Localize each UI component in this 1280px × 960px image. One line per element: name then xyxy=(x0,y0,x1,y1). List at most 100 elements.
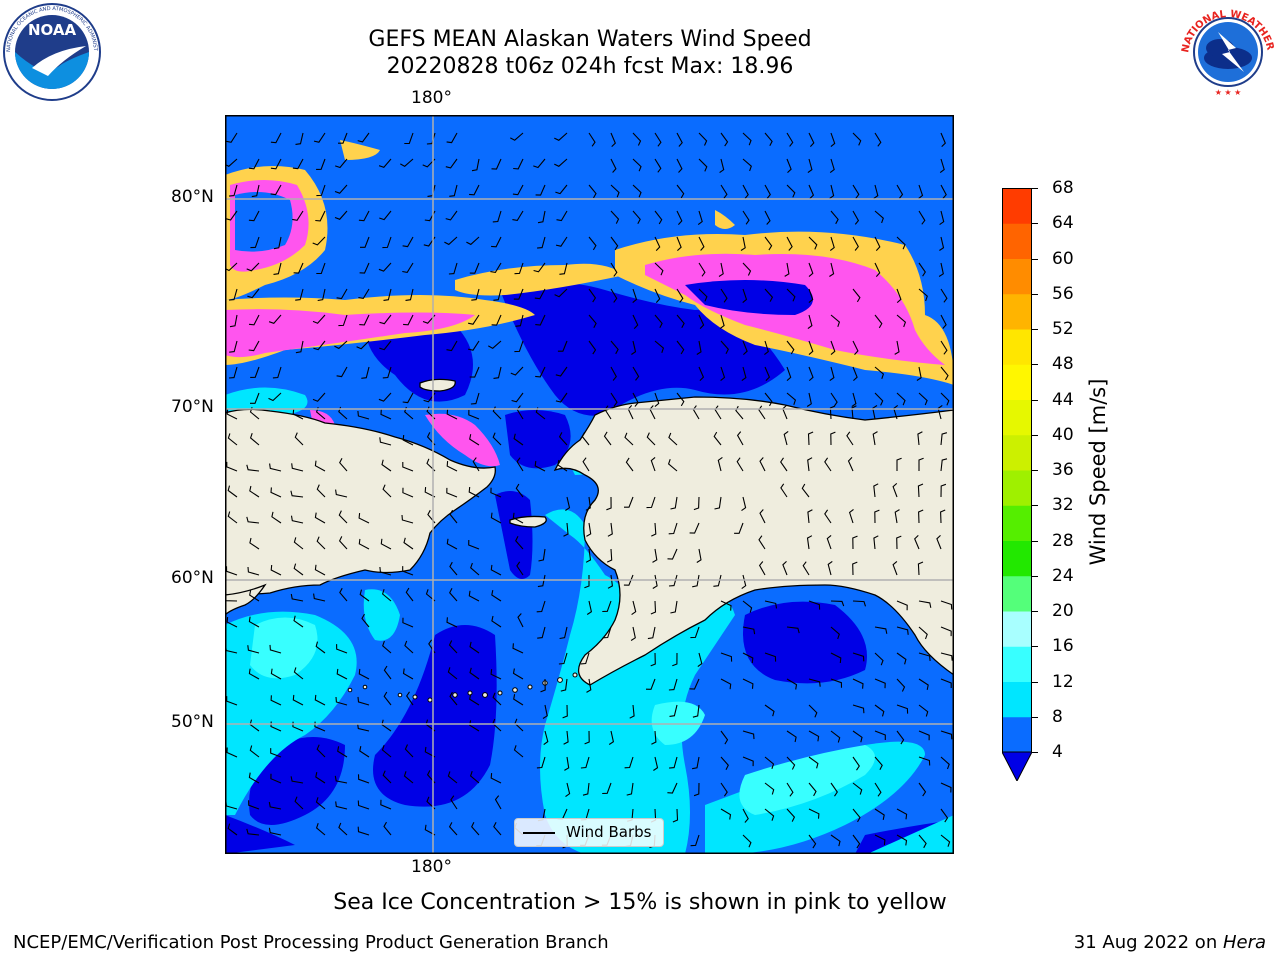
wind-barb xyxy=(402,392,414,404)
wind-barb xyxy=(852,834,861,849)
colorbar-frame xyxy=(1002,188,1032,753)
wind-barb xyxy=(719,158,725,174)
wind-barb xyxy=(543,730,549,746)
wind-barb xyxy=(226,617,238,628)
wind-barb xyxy=(563,522,569,537)
wind-barb xyxy=(808,730,820,742)
wind-barb xyxy=(588,184,597,199)
wind-barb xyxy=(764,132,773,147)
wind-barb xyxy=(826,534,832,550)
wind-barb xyxy=(586,678,592,693)
wind-barb xyxy=(290,593,304,602)
wind-barb xyxy=(654,210,663,225)
wind-barb xyxy=(334,775,348,784)
wind-barb xyxy=(742,210,750,225)
wind-barb xyxy=(228,288,238,301)
wind-barb xyxy=(490,669,502,680)
wind-barb xyxy=(654,158,662,173)
wind-barb xyxy=(513,745,524,758)
wind-barb xyxy=(448,822,458,836)
wind-barb xyxy=(786,730,797,743)
wind-barb xyxy=(446,617,458,628)
wind-barb xyxy=(874,314,883,329)
wind-barb xyxy=(535,314,546,326)
wind-barb xyxy=(588,132,596,147)
wind-barb xyxy=(698,262,706,277)
wind-barb xyxy=(676,314,685,329)
colorbar-segment xyxy=(1002,540,1032,577)
wind-barb xyxy=(313,593,326,602)
wind-barb xyxy=(874,262,881,277)
wind-barb xyxy=(402,434,414,446)
wind-barb xyxy=(698,314,705,329)
wind-barb xyxy=(698,158,708,172)
wind-barb xyxy=(786,392,797,405)
wind-barb xyxy=(602,626,612,639)
wind-barb xyxy=(874,678,886,689)
wind-barb xyxy=(273,262,282,275)
colorbar-tick-mark xyxy=(1032,540,1038,542)
wind-barb xyxy=(940,834,951,847)
wind-barb xyxy=(759,509,766,524)
wind-barb xyxy=(382,640,392,654)
wind-barb xyxy=(471,822,480,836)
colorbar-tick-label: 20 xyxy=(1052,601,1074,621)
wind-barb xyxy=(874,704,885,717)
wind-barb xyxy=(273,236,282,250)
lat-label-80n: 80°N xyxy=(171,187,214,207)
colorbar-tick-label: 8 xyxy=(1052,706,1063,727)
wind-barb xyxy=(517,613,524,628)
wind-barb xyxy=(555,184,568,195)
wind-barb xyxy=(874,730,886,740)
wind-barb xyxy=(538,548,546,562)
wind-barb xyxy=(940,366,949,381)
wind-barb xyxy=(358,668,370,680)
wind-barb xyxy=(536,756,546,769)
wind-barb xyxy=(830,626,840,640)
wind-barb xyxy=(540,678,546,693)
wind-barb xyxy=(293,667,304,680)
wind-barb xyxy=(610,288,618,303)
colorbar xyxy=(1002,188,1032,781)
wind-barb xyxy=(533,262,546,273)
wind-barb xyxy=(292,694,304,706)
wind-barb xyxy=(896,535,902,550)
wind-barb xyxy=(626,782,634,796)
wind-barb xyxy=(610,210,620,224)
wind-barb xyxy=(537,574,546,588)
wind-barb xyxy=(379,314,392,325)
wind-barb xyxy=(588,314,597,329)
wind-barb xyxy=(654,236,661,251)
wind-barb xyxy=(491,615,502,628)
wind-barb xyxy=(741,496,747,512)
wind-barb xyxy=(248,772,260,784)
wind-barb xyxy=(690,834,700,847)
wind-barb xyxy=(852,288,861,303)
wind-barb xyxy=(492,406,502,420)
wind-barb xyxy=(268,801,282,810)
wind-barb xyxy=(316,484,326,498)
wind-barb xyxy=(469,771,480,784)
wind-barb xyxy=(918,392,928,406)
wind-barb xyxy=(490,564,502,576)
wind-barb xyxy=(782,561,788,576)
wind-barb xyxy=(269,463,282,472)
wind-barb xyxy=(720,132,729,147)
wind-barb xyxy=(378,392,392,402)
wind-barb xyxy=(939,236,945,251)
wind-barb xyxy=(268,314,282,324)
wind-barb xyxy=(720,756,729,770)
wind-barb xyxy=(610,236,619,251)
wind-barb xyxy=(563,730,569,745)
wind-barb xyxy=(268,392,282,402)
wind-barb xyxy=(425,589,436,602)
wind-barb xyxy=(467,314,480,325)
colorbar-segment xyxy=(1002,364,1032,400)
wind-barb xyxy=(356,340,370,350)
wind-barb xyxy=(293,615,304,628)
wind-barb xyxy=(894,509,900,524)
colorbar-segment xyxy=(1002,575,1032,612)
wind-barb xyxy=(357,410,370,420)
footer-date-text: 31 Aug 2022 on xyxy=(1073,932,1223,953)
wind-barb xyxy=(533,158,546,169)
